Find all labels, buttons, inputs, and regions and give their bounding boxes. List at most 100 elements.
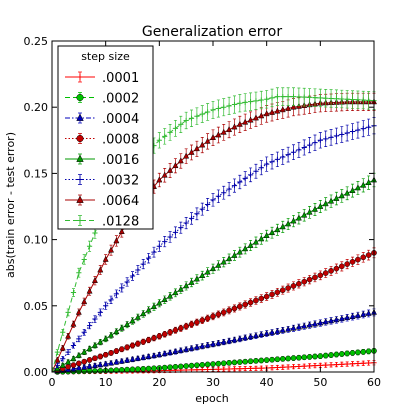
data-point bbox=[76, 134, 84, 143]
data-point bbox=[183, 345, 190, 352]
legend-label: .0016 bbox=[102, 153, 139, 168]
legend-label: .0008 bbox=[102, 133, 139, 148]
data-point bbox=[156, 137, 162, 143]
data-point bbox=[156, 299, 163, 306]
data-point bbox=[247, 358, 254, 365]
data-point bbox=[140, 261, 146, 267]
data-point bbox=[328, 95, 334, 102]
data-point bbox=[76, 336, 82, 342]
data-point bbox=[290, 283, 297, 289]
data-point bbox=[75, 364, 82, 371]
data-point bbox=[328, 267, 334, 274]
data-point bbox=[296, 94, 302, 100]
data-point bbox=[306, 321, 313, 328]
data-point bbox=[290, 217, 297, 224]
data-point bbox=[274, 327, 281, 334]
data-point bbox=[161, 364, 168, 371]
data-point bbox=[209, 340, 217, 347]
data-point bbox=[296, 354, 302, 361]
data-point bbox=[76, 93, 84, 102]
series-6 bbox=[51, 117, 377, 373]
data-point bbox=[226, 337, 233, 344]
data-point bbox=[269, 159, 275, 165]
data-point bbox=[226, 255, 233, 262]
data-point bbox=[193, 343, 200, 350]
data-point bbox=[172, 229, 179, 235]
data-point bbox=[280, 94, 286, 100]
data-point bbox=[242, 245, 249, 252]
data-point bbox=[119, 285, 125, 291]
data-point bbox=[118, 346, 125, 353]
data-point bbox=[167, 348, 174, 355]
data-point bbox=[210, 107, 216, 113]
data-point bbox=[221, 190, 227, 196]
data-point bbox=[167, 292, 174, 299]
x-tick-label: 30 bbox=[206, 376, 220, 389]
legend-label: .0064 bbox=[102, 194, 139, 209]
data-point bbox=[70, 365, 77, 372]
data-point bbox=[274, 94, 280, 100]
y-tick-label: 0.15 bbox=[24, 167, 49, 180]
data-point bbox=[103, 303, 109, 309]
data-point bbox=[360, 97, 366, 103]
data-point bbox=[247, 116, 254, 123]
data-point bbox=[295, 323, 302, 330]
data-point bbox=[167, 329, 173, 336]
data-point bbox=[312, 95, 318, 101]
data-point bbox=[65, 358, 72, 365]
data-point bbox=[102, 360, 109, 367]
data-point bbox=[323, 95, 329, 101]
data-point bbox=[156, 333, 163, 340]
data-point bbox=[333, 361, 340, 368]
data-point bbox=[354, 311, 361, 318]
data-point bbox=[338, 315, 345, 322]
data-point bbox=[365, 252, 372, 258]
data-point bbox=[366, 97, 372, 103]
data-point bbox=[253, 358, 259, 364]
data-point bbox=[247, 299, 254, 306]
data-point bbox=[365, 309, 372, 316]
data-point bbox=[81, 329, 87, 335]
data-point bbox=[172, 363, 179, 370]
data-point bbox=[338, 263, 345, 270]
data-point bbox=[307, 363, 313, 369]
data-point bbox=[344, 261, 351, 267]
x-tick-label: 40 bbox=[260, 376, 274, 389]
data-point bbox=[156, 176, 163, 183]
data-point bbox=[204, 361, 211, 368]
data-point bbox=[285, 325, 292, 332]
data-point bbox=[215, 360, 222, 367]
data-point bbox=[124, 366, 130, 373]
data-point bbox=[135, 366, 141, 372]
data-point bbox=[247, 99, 254, 105]
data-point bbox=[204, 341, 211, 348]
data-point bbox=[54, 365, 61, 372]
data-point bbox=[322, 200, 329, 207]
data-point bbox=[279, 287, 286, 294]
data-point bbox=[290, 364, 297, 370]
data-point bbox=[194, 113, 200, 119]
data-point bbox=[242, 99, 248, 106]
data-point bbox=[274, 356, 281, 363]
data-point bbox=[183, 363, 190, 369]
y-tick-label: 0.00 bbox=[24, 366, 49, 379]
data-point bbox=[161, 171, 168, 178]
plot-area: 0 10 20 30 40 50 60 0.00 0.05 0.10 0.15 0.20 0.25 ste… bbox=[24, 35, 382, 389]
data-point bbox=[301, 363, 307, 369]
data-point bbox=[97, 361, 104, 368]
data-point bbox=[269, 95, 275, 101]
data-point bbox=[290, 149, 297, 155]
data-point bbox=[322, 270, 329, 276]
data-point bbox=[156, 351, 163, 358]
data-point bbox=[199, 206, 205, 212]
data-point bbox=[317, 202, 324, 209]
data-point bbox=[279, 326, 286, 333]
data-point bbox=[210, 361, 216, 367]
data-point bbox=[135, 267, 141, 273]
data-point bbox=[129, 355, 136, 362]
data-point bbox=[215, 261, 222, 268]
data-point bbox=[108, 359, 115, 366]
data-point bbox=[97, 266, 104, 273]
data-point bbox=[140, 310, 147, 317]
data-point bbox=[220, 258, 227, 265]
